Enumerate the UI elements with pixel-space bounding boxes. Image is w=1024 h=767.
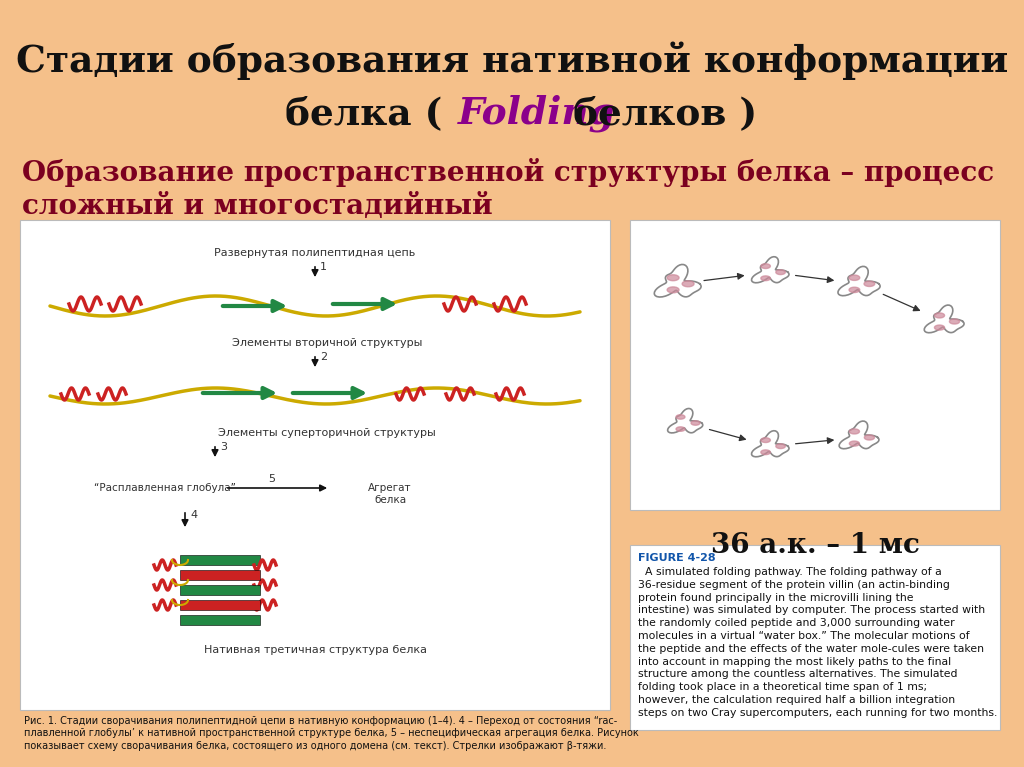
Polygon shape: [849, 441, 859, 446]
Polygon shape: [676, 415, 685, 420]
Text: Элементы суперторичной структуры: Элементы суперторичной структуры: [218, 428, 435, 438]
Text: сложный и многостадийный: сложный и многостадийный: [22, 193, 493, 220]
Bar: [180, 600, 260, 610]
Polygon shape: [935, 313, 944, 318]
Text: белков ): белков ): [560, 95, 758, 132]
Polygon shape: [864, 281, 874, 287]
Text: “Расплавленная глобула”: “Расплавленная глобула”: [94, 483, 236, 493]
Text: Агрегат
белка: Агрегат белка: [369, 483, 412, 505]
Text: Рис. 1. Стадии сворачивания полипептидной цепи в нативную конформацию (1–4). 4 –: Рис. 1. Стадии сворачивания полипептидно…: [24, 716, 639, 751]
Text: FIGURE 4-28: FIGURE 4-28: [638, 553, 716, 563]
Polygon shape: [864, 435, 874, 440]
Polygon shape: [776, 270, 785, 275]
Bar: [20, 220, 610, 710]
Text: белка (   белков ): белка ( белков ): [322, 95, 702, 132]
Text: Развернутая полипептидная цепь: Развернутая полипептидная цепь: [214, 248, 416, 258]
Bar: [180, 615, 260, 625]
Polygon shape: [761, 438, 770, 443]
Text: Folding: Folding: [458, 95, 615, 133]
Bar: [630, 545, 1000, 730]
Polygon shape: [849, 275, 860, 281]
Text: Нативная третичная структура белка: Нативная третичная структура белка: [204, 645, 427, 655]
Text: 5: 5: [268, 474, 275, 484]
Text: 2: 2: [319, 352, 327, 362]
Polygon shape: [776, 444, 785, 449]
Text: Стадии образования нативной конформации: Стадии образования нативной конформации: [16, 42, 1008, 81]
Text: A simulated folding pathway. The folding pathway of a
36-residue segment of the : A simulated folding pathway. The folding…: [638, 567, 997, 718]
Text: 36 а.к. – 1 мс: 36 а.к. – 1 мс: [711, 532, 920, 559]
Polygon shape: [682, 281, 694, 287]
Text: 4: 4: [190, 510, 198, 520]
Text: 1: 1: [319, 262, 327, 272]
Bar: [180, 585, 260, 595]
Polygon shape: [668, 275, 679, 281]
Polygon shape: [849, 429, 859, 434]
Polygon shape: [691, 421, 700, 425]
Polygon shape: [761, 276, 770, 281]
Bar: [180, 570, 260, 580]
Polygon shape: [676, 426, 685, 431]
Text: Образование пространственной структуры белка – процесс: Образование пространственной структуры б…: [22, 158, 994, 187]
Polygon shape: [949, 319, 959, 324]
Polygon shape: [849, 287, 860, 292]
Polygon shape: [668, 287, 679, 293]
Polygon shape: [761, 264, 770, 268]
Text: Элементы вторичной структуры: Элементы вторичной структуры: [231, 338, 422, 348]
Polygon shape: [761, 450, 770, 455]
Polygon shape: [935, 325, 944, 330]
Bar: [180, 555, 260, 565]
Text: белка (: белка (: [285, 95, 455, 132]
Text: 3: 3: [220, 442, 227, 452]
Bar: [630, 220, 1000, 510]
